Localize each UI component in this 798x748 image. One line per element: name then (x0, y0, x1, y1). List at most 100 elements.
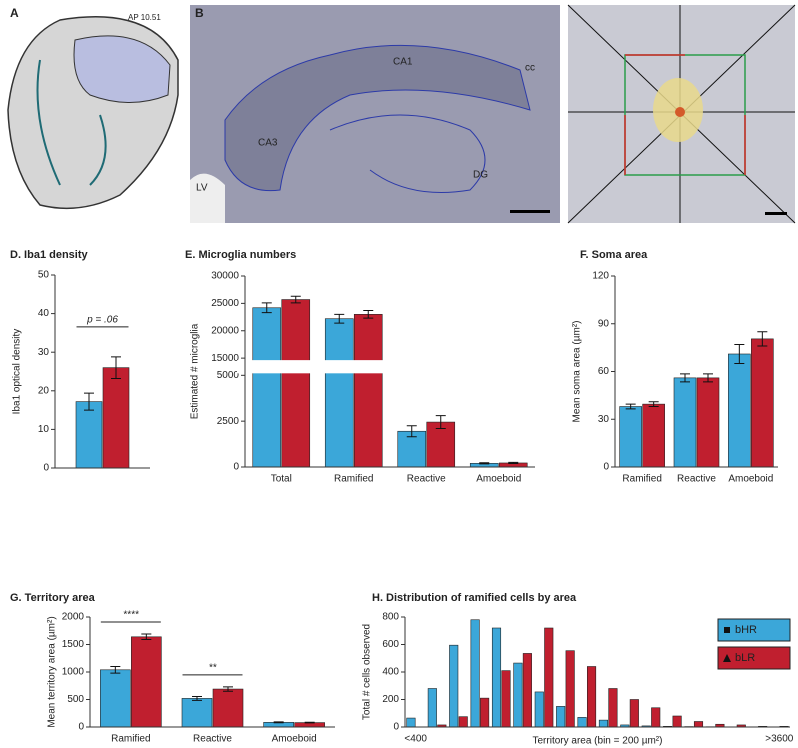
y-tick-label: 25000 (211, 298, 239, 309)
x-axis-label: Territory area (bin = 200 µm²) (533, 736, 663, 747)
error-bar (680, 373, 690, 383)
bar (212, 688, 244, 728)
y-tick-label: 30000 (211, 271, 239, 282)
error-bar (111, 356, 121, 379)
bar (751, 338, 774, 468)
bar (619, 406, 642, 468)
hippocampus-region (73, 35, 171, 103)
bar (100, 669, 131, 728)
bar (131, 636, 162, 728)
y-tick-label: 60 (598, 366, 610, 377)
error-bar (625, 403, 636, 410)
y-tick-label: 0 (603, 462, 609, 473)
y-tick-label: 2000 (62, 612, 85, 623)
error-bar (261, 302, 272, 314)
bar (406, 717, 416, 728)
axis-break (237, 360, 535, 374)
panel-title: G. Territory area (10, 592, 96, 604)
y-tick-label: 200 (382, 694, 399, 705)
y-tick-label: 15000 (211, 353, 239, 364)
bar (470, 619, 480, 728)
legend-swatch (717, 646, 791, 670)
bar (75, 401, 103, 469)
y-tick-label: 40 (38, 308, 50, 319)
bar (426, 421, 456, 468)
y-tick-label: 90 (598, 318, 610, 329)
bar (513, 662, 523, 728)
y-tick-label: 2500 (217, 416, 240, 427)
bar (102, 367, 130, 469)
y-axis-label: Iba1 optical density (12, 329, 23, 415)
x-tick-label: Ramified (111, 734, 150, 745)
panel-b: B CA1 CA3 DG LV cc (190, 5, 560, 223)
y-tick-label: 0 (43, 463, 49, 474)
bar (608, 688, 618, 728)
error-bar (363, 309, 374, 319)
error-bar (508, 461, 519, 465)
bar (458, 716, 468, 728)
region-outline (224, 44, 531, 192)
legend-label: bLR (735, 652, 755, 664)
error-bar (273, 721, 284, 724)
bar (427, 688, 437, 728)
bar (565, 650, 575, 728)
error-bar (734, 343, 745, 365)
y-axis-label: Estimated # microglia (190, 323, 201, 419)
error-bar (192, 695, 202, 701)
error-bar (703, 373, 713, 383)
atlas-note: AP 10.51 (128, 13, 161, 22)
error-bar (406, 425, 417, 438)
legend-swatch (717, 618, 791, 642)
x-tick-label: Ramified (334, 474, 373, 485)
tract (89, 114, 107, 186)
y-axis-label: Mean soma area (µm²) (572, 321, 583, 423)
y-tick-label: 600 (382, 639, 399, 650)
x-tick-label: Reactive (407, 474, 446, 485)
bar (673, 377, 697, 468)
legend-marker (724, 627, 730, 633)
y-tick-label: 30 (598, 414, 610, 425)
tract (36, 59, 61, 186)
legend-marker (723, 654, 731, 662)
legend-label: bHR (735, 624, 757, 636)
error-bar (334, 313, 345, 324)
y-tick-label: 1000 (62, 667, 85, 678)
y-tick-label: 120 (592, 271, 609, 282)
panel-a: A AP 10.51 (7, 6, 179, 210)
y-axis-label: Mean territory area (µm²) (47, 616, 58, 727)
panel-title: F. Soma area (580, 249, 648, 261)
bar (556, 706, 566, 728)
bar (522, 653, 532, 728)
region-label: DG (473, 170, 488, 181)
error-bar (648, 401, 659, 408)
bounding-box (624, 54, 746, 176)
panel-label: B (195, 6, 204, 20)
bar (534, 691, 544, 728)
bar (672, 715, 682, 728)
x-tick-label: Total (271, 474, 292, 485)
soma (675, 107, 685, 117)
y-tick-label: 400 (382, 667, 399, 678)
bar (501, 670, 511, 728)
panel-label: A (10, 6, 19, 20)
region-label: cc (525, 63, 535, 74)
y-tick-label: 1500 (62, 639, 85, 650)
bar (598, 719, 608, 728)
bar (577, 717, 587, 728)
y-tick-label: 500 (67, 694, 84, 705)
y-axis-label: Total # cells observed (362, 624, 373, 720)
bar (544, 627, 554, 728)
region-label: LV (196, 183, 208, 194)
y-tick-label: 20000 (211, 325, 239, 336)
bar (449, 644, 459, 728)
error-bar (110, 666, 121, 674)
error-bar (435, 415, 446, 429)
x-tick-label: Reactive (193, 734, 232, 745)
bar (281, 299, 311, 468)
region-outline (329, 114, 486, 193)
y-tick-label: 0 (233, 462, 239, 473)
bar (629, 699, 639, 728)
y-tick-label: 30 (38, 347, 50, 358)
scale-bar (510, 210, 550, 213)
error-bar (290, 295, 301, 304)
